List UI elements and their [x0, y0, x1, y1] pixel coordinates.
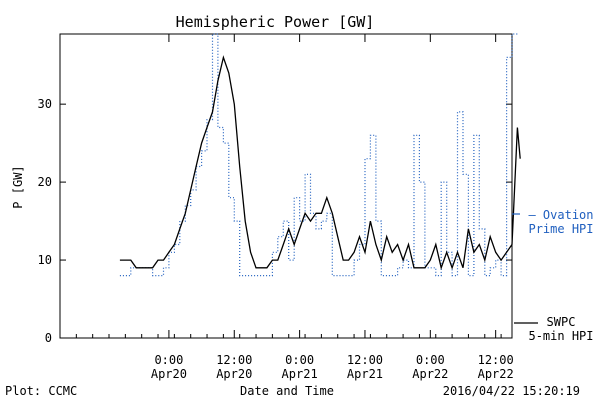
x-tick-date-0: Apr20 — [151, 367, 187, 381]
y-tick-label-3: 30 — [38, 97, 52, 111]
x-tick-date-5: Apr22 — [478, 367, 514, 381]
legend-swpc-line2: 5-min HPI — [528, 329, 593, 343]
x-tick-time-4: 0:00 — [416, 353, 445, 367]
x-tick-time-2: 0:00 — [285, 353, 314, 367]
legend-swpc-line1: SWPC — [547, 315, 576, 329]
series-ovation-prime-hpi — [119, 33, 518, 277]
x-tick-date-4: Apr22 — [412, 367, 448, 381]
x-tick-date-3: Apr21 — [347, 367, 383, 381]
x-tick-time-0: 0:00 — [154, 353, 183, 367]
x-axis-label: Date and Time — [240, 384, 334, 398]
plot-frame — [59, 33, 513, 339]
chart-title: Hemispheric Power [GW] — [176, 13, 375, 31]
series-swpc-5min-hpi — [119, 55, 521, 271]
y-tick-label-2: 20 — [38, 175, 52, 189]
x-tick-time-3: 12:00 — [347, 353, 383, 367]
x-tick-date-2: Apr21 — [282, 367, 318, 381]
footer-timestamp: 2016/04/22 15:20:19 — [443, 384, 580, 398]
y-axis-label: P [GW] — [11, 165, 25, 208]
plot-area: 01020300:00Apr2012:00Apr200:00Apr2112:00… — [38, 33, 538, 381]
legend-ovation-line1: — Ovation — [528, 208, 593, 222]
x-tick-date-1: Apr20 — [216, 367, 252, 381]
legend-ovation-line2: Prime HPI — [528, 222, 593, 236]
x-tick-time-1: 12:00 — [216, 353, 252, 367]
y-tick-label-0: 0 — [45, 331, 52, 345]
y-tick-label-1: 10 — [38, 253, 52, 267]
footer-credit: Plot: CCMC — [5, 384, 77, 398]
x-tick-time-5: 12:00 — [478, 353, 514, 367]
